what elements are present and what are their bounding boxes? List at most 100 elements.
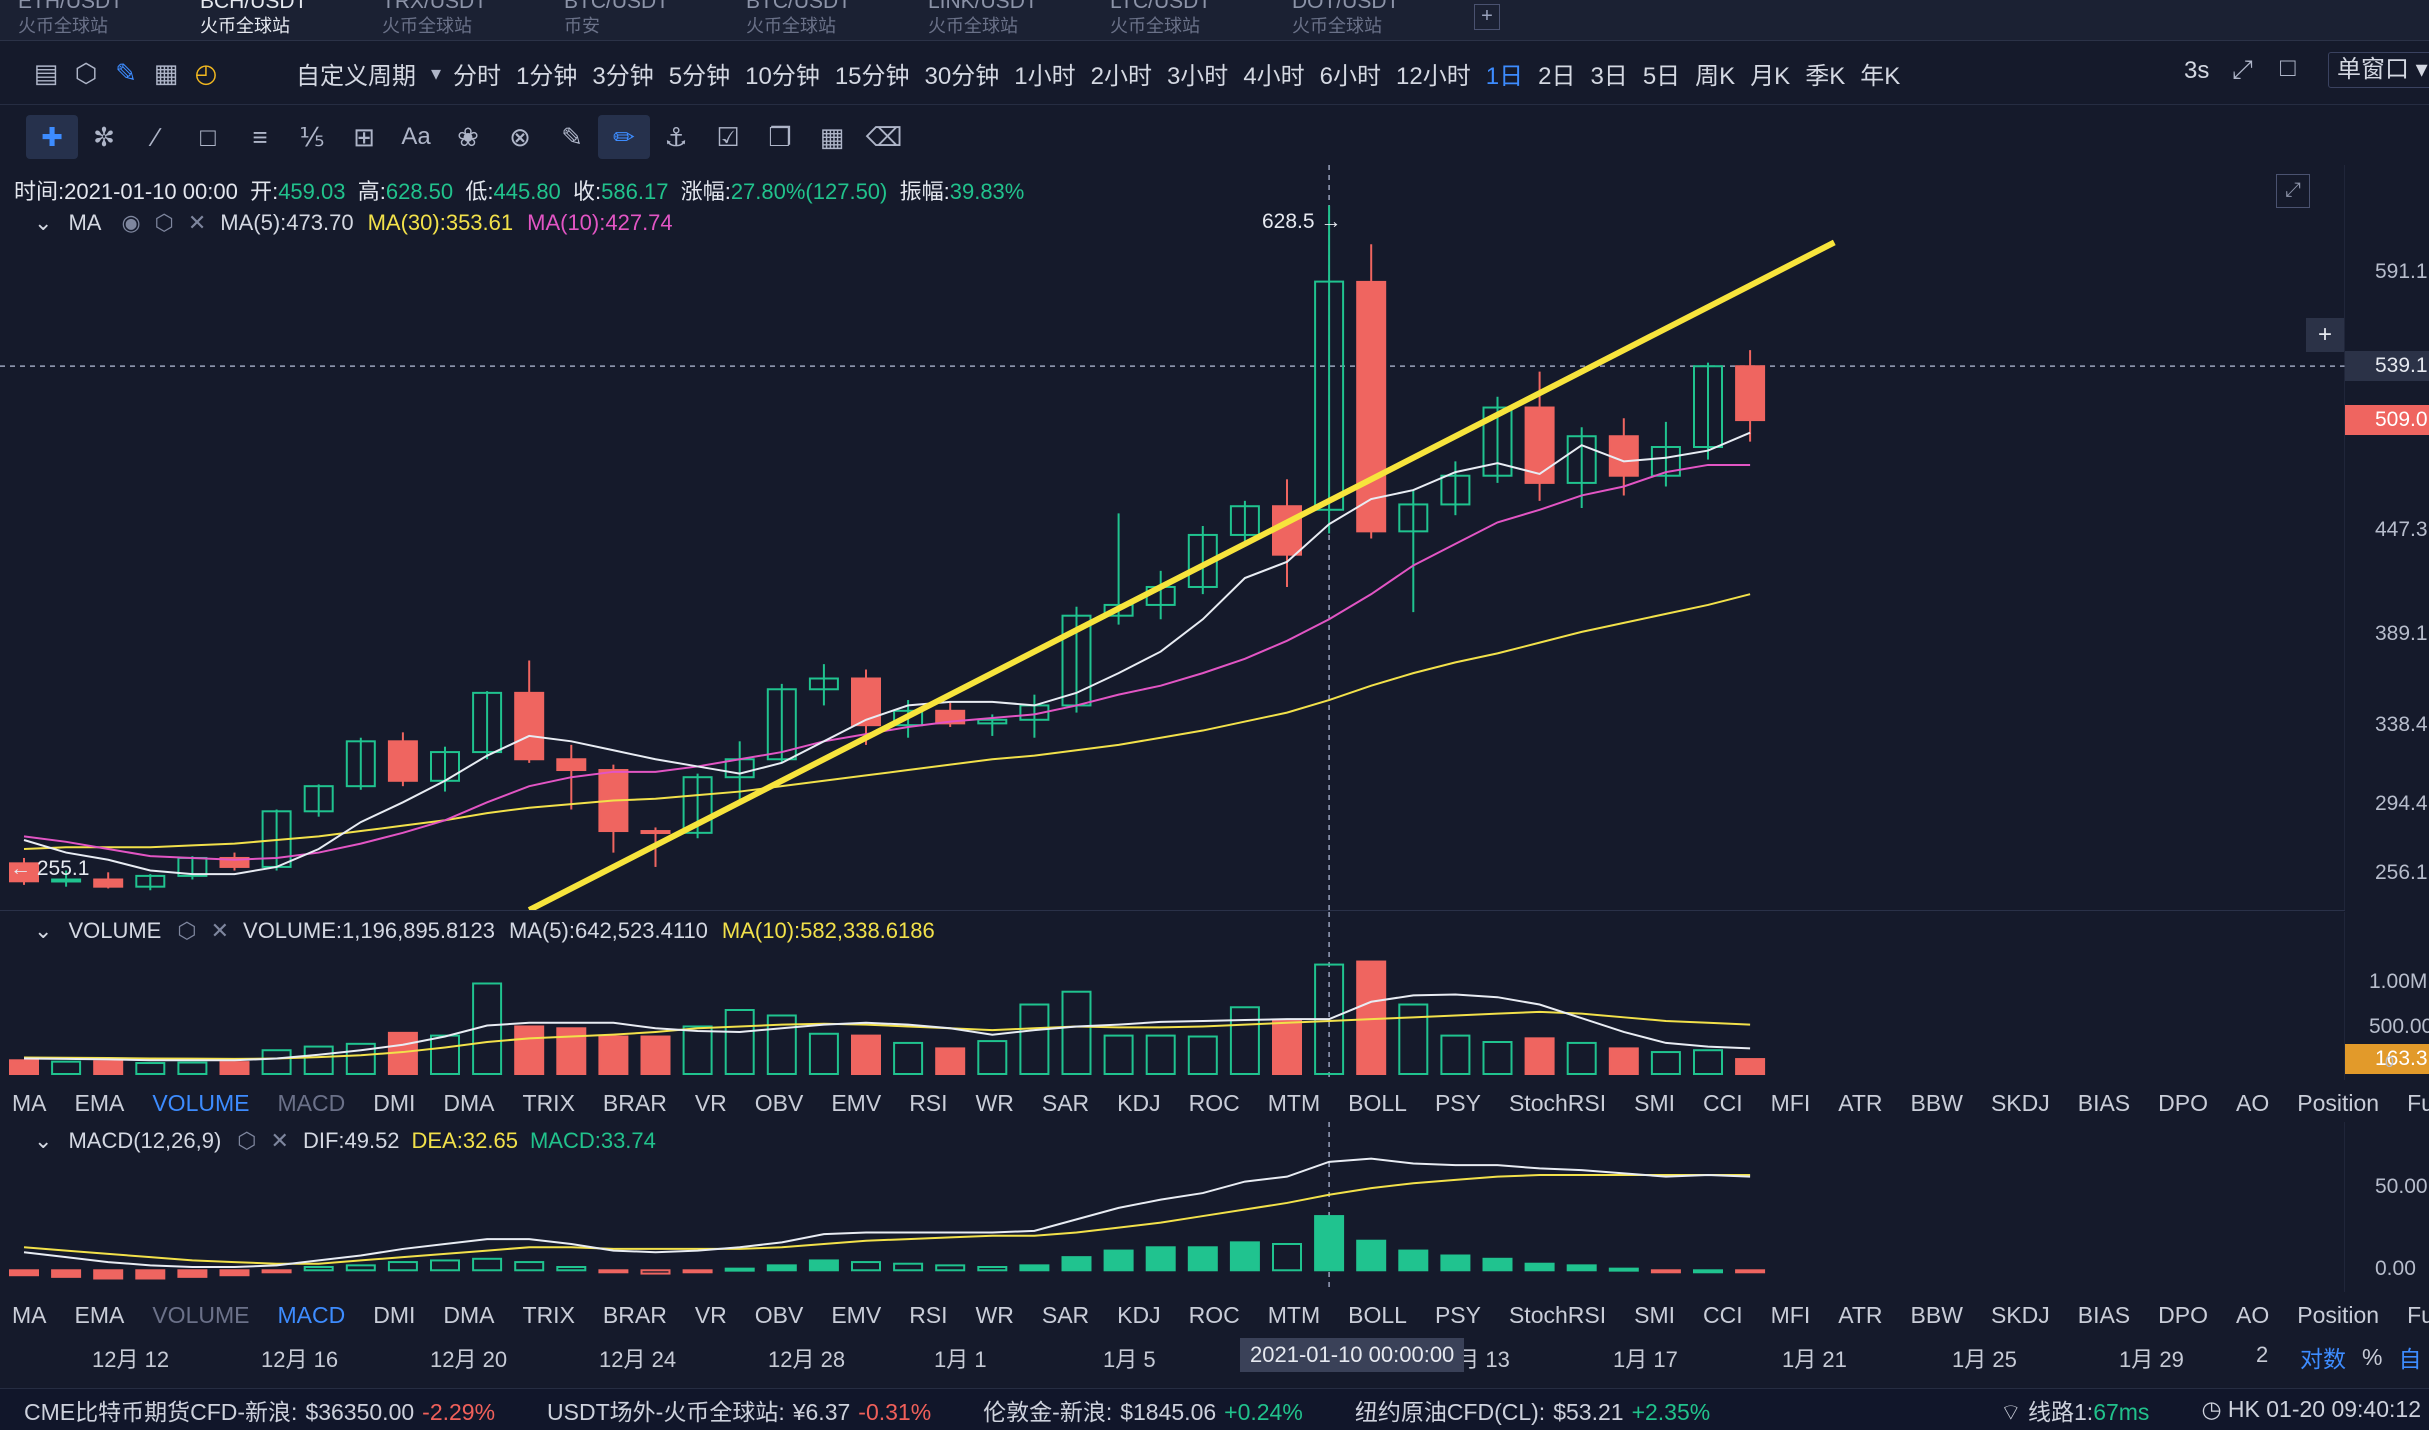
pair-tab[interactable]: LTC/USDT 火币全球站 — [1092, 0, 1274, 40]
ticker-item[interactable]: 伦敦金-新浪: $1845.06 +0.24% — [983, 1393, 1303, 1427]
period-1分钟[interactable]: 1分钟 — [516, 62, 578, 90]
indicator-tab-trix[interactable]: TRIX — [522, 1089, 575, 1116]
rectangle-icon[interactable]: □ — [200, 121, 216, 152]
indicator-tab-volume[interactable]: VOLUME — [152, 1301, 250, 1328]
indicator-tab-mfi[interactable]: MFI — [1770, 1301, 1811, 1328]
indicator-tab-brar[interactable]: BRAR — [602, 1089, 667, 1116]
line-icon[interactable]: ✼ — [93, 121, 115, 152]
indicator-tab-cci[interactable]: CCI — [1703, 1089, 1743, 1116]
fullscreen-icon[interactable]: □ — [2280, 52, 2296, 82]
layout-icon[interactable]: ▦ — [819, 121, 845, 152]
period-1日[interactable]: 1日 — [1485, 62, 1524, 90]
indicator-tab-wr[interactable]: WR — [975, 1089, 1014, 1116]
indicator-tab-obv[interactable]: OBV — [754, 1089, 804, 1116]
indicator-tab-roc[interactable]: ROC — [1188, 1301, 1240, 1328]
collapse-icon[interactable]: ⌄ — [34, 1128, 53, 1153]
period-年K[interactable]: 年K — [1860, 62, 1901, 90]
indicator-tab-vr[interactable]: VR — [694, 1089, 727, 1116]
settings-icon[interactable]: ⬡ — [237, 1128, 257, 1153]
period-10分钟[interactable]: 10分钟 — [745, 62, 820, 90]
indicator-tab-bias[interactable]: BIAS — [2077, 1089, 2131, 1116]
indicator-tab-macd[interactable]: MACD — [277, 1089, 346, 1116]
settings-icon[interactable]: ⬡ — [154, 210, 174, 235]
pair-tab[interactable]: ETH/USDT 火币全球站 — [0, 0, 182, 40]
period-1小时[interactable]: 1小时 — [1014, 62, 1076, 90]
pair-tab[interactable]: DOT/USDT 火币全球站 — [1274, 0, 1456, 40]
clock-icon[interactable]: ◴ — [194, 57, 218, 88]
indicator-tab-atr[interactable]: ATR — [1838, 1301, 1883, 1328]
date-axis[interactable]: 12月 12 12月 16 12月 20 12月 24 12月 28 1月 1 1月 5 1月… — [0, 1338, 2345, 1374]
indicator-tab-volume[interactable]: VOLUME — [152, 1089, 250, 1116]
settings-icon[interactable]: ⬡ — [177, 918, 197, 943]
pen-icon[interactable]: ✎ — [115, 57, 137, 88]
price-chart[interactable] — [0, 165, 2345, 910]
indicator-tab-position[interactable]: Position — [2297, 1089, 2380, 1116]
indicator-tab-dmi[interactable]: DMI — [373, 1089, 416, 1116]
indicator-tab-fundflow[interactable]: Fundflow — [2407, 1301, 2429, 1328]
copy-icon[interactable]: ❐ — [768, 121, 792, 152]
percent-scale-toggle[interactable]: % — [2362, 1343, 2383, 1370]
add-alert-button[interactable]: + — [2306, 318, 2344, 352]
indicator-tab-brar[interactable]: BRAR — [602, 1301, 667, 1328]
indicator-tab-vr[interactable]: VR — [694, 1301, 727, 1328]
ruler-icon[interactable]: ✎ — [561, 121, 583, 152]
pair-tab[interactable]: TRX/USDT 火币全球站 — [364, 0, 546, 40]
period-5日[interactable]: 5日 — [1642, 62, 1681, 90]
trash-icon[interactable]: ⌫ — [865, 121, 903, 152]
pair-tab[interactable]: BCH/USDT 火币全球站 — [182, 0, 364, 40]
auto-scale-toggle[interactable]: 自 — [2398, 1346, 2422, 1372]
lock-icon[interactable]: ☑ — [716, 121, 740, 152]
period-分时[interactable]: 分时 — [453, 62, 502, 90]
indicator-tab-dma[interactable]: DMA — [443, 1301, 495, 1328]
period-30分钟[interactable]: 30分钟 — [924, 62, 1000, 90]
indicator-tab-cci[interactable]: CCI — [1703, 1301, 1743, 1328]
indicator-tab-smi[interactable]: SMI — [1634, 1301, 1676, 1328]
indicator-tab-mfi[interactable]: MFI — [1770, 1089, 1811, 1116]
pattern-icon[interactable]: ⚓ — [664, 121, 688, 152]
indicator-tab-sar[interactable]: SAR — [1041, 1301, 1090, 1328]
indicator-tab-dma[interactable]: DMA — [443, 1089, 495, 1116]
indicator-tab-rsi[interactable]: RSI — [909, 1089, 948, 1116]
pair-tab[interactable]: BTC/USDT 火币全球站 — [728, 0, 910, 40]
indicator-tab-macd[interactable]: MACD — [277, 1301, 346, 1328]
bag-icon[interactable]: ▦ — [153, 57, 179, 88]
indicator-tab-rsi[interactable]: RSI — [909, 1301, 948, 1328]
period-12小时[interactable]: 12小时 — [1396, 62, 1471, 90]
indicator-tab-boll[interactable]: BOLL — [1348, 1301, 1407, 1328]
ticker-item[interactable]: CME比特币期货CFD-新浪: $36350.00 -2.29% — [24, 1393, 495, 1427]
indicator-tab-dpo[interactable]: DPO — [2158, 1301, 2208, 1328]
indicator-tab-emv[interactable]: EMV — [831, 1089, 882, 1116]
fib-icon[interactable]: ≡ — [252, 121, 268, 152]
indicator-tab-ma[interactable]: MA — [12, 1301, 47, 1328]
period-月K[interactable]: 月K — [1750, 62, 1791, 90]
indicator-tab-mtm[interactable]: MTM — [1267, 1301, 1321, 1328]
indicator-tab-obv[interactable]: OBV — [754, 1301, 804, 1328]
wave-icon[interactable]: ⅕ — [299, 121, 325, 152]
indicator-tab-boll[interactable]: BOLL — [1348, 1089, 1407, 1116]
indicator-tab-atr[interactable]: ATR — [1838, 1089, 1883, 1116]
text-icon[interactable]: Aa — [401, 123, 431, 150]
close-icon[interactable]: ✕ — [187, 210, 207, 235]
ticker-item[interactable]: 纽约原油CFD(CL): $53.21 +2.35% — [1355, 1393, 1710, 1427]
period-周K[interactable]: 周K — [1695, 62, 1736, 90]
shrink-icon[interactable]: ⤢ — [2232, 54, 2253, 84]
indicator-tab-skdj[interactable]: SKDJ — [1990, 1089, 2050, 1116]
indicator-tab-kdj[interactable]: KDJ — [1117, 1089, 1161, 1116]
indicator-tab-dpo[interactable]: DPO — [2158, 1089, 2208, 1116]
period-4小时[interactable]: 4小时 — [1243, 62, 1305, 90]
eye-icon[interactable]: ◉ — [121, 210, 141, 235]
indicator-tab-psy[interactable]: PSY — [1434, 1301, 1481, 1328]
close-icon[interactable]: ✕ — [210, 918, 230, 943]
period-2日[interactable]: 2日 — [1538, 62, 1576, 90]
close-icon[interactable]: ✕ — [270, 1128, 289, 1153]
custom-period-select[interactable]: 自定义周期 — [296, 62, 416, 90]
indicator-tab-position[interactable]: Position — [2297, 1301, 2380, 1328]
indicator-tab-bias[interactable]: BIAS — [2077, 1301, 2131, 1328]
price-axis[interactable]: 591.1539.1447.3389.1338.4294.4256.1539.1… — [2345, 165, 2429, 910]
indicator-tab-ao[interactable]: AO — [2236, 1089, 2270, 1116]
indicator-tab-ema[interactable]: EMA — [74, 1089, 125, 1116]
ticker-item[interactable]: USDT场外-火币全球站: ¥6.37 -0.31% — [547, 1393, 931, 1427]
indicator-tab-bbw[interactable]: BBW — [1910, 1089, 1963, 1116]
magnet-icon[interactable]: ⊗ — [509, 121, 531, 152]
period-2小时[interactable]: 2小时 — [1090, 62, 1152, 90]
